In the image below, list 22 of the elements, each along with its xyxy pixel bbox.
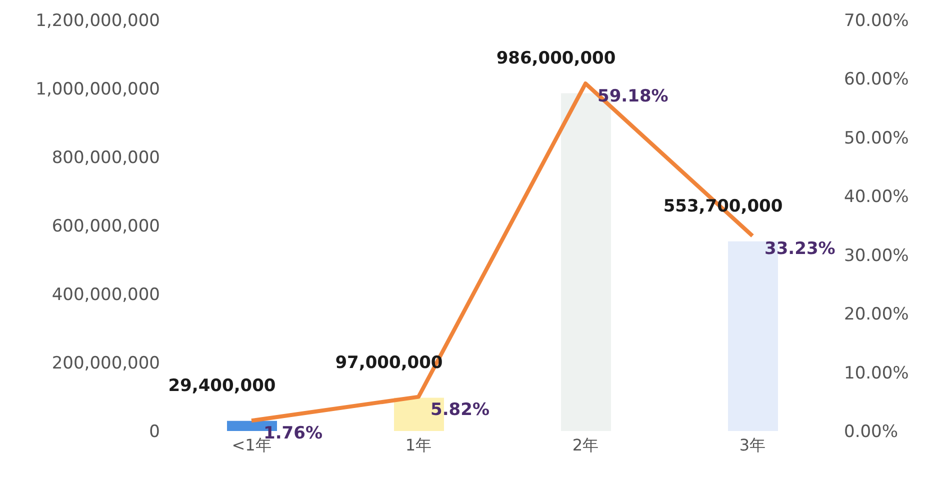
y2-tick-label: 70.00%	[844, 11, 909, 32]
data-label: 29,400,000	[168, 376, 276, 396]
x-tick-label: 1年	[405, 435, 432, 454]
y-tick-label: 1,200,000,000	[36, 11, 160, 32]
y2-tick-label: 20.00%	[844, 304, 909, 325]
y-tick-label: 0	[149, 422, 160, 442]
y-tick-label: 800,000,000	[52, 148, 160, 168]
data-label: 986,000,000	[496, 48, 616, 68]
y-tick-label: 400,000,000	[52, 285, 160, 306]
y2-tick-label: 40.00%	[844, 187, 909, 208]
data-label: 5.82%	[430, 400, 490, 420]
y2-tick-label: 0.00%	[844, 422, 898, 442]
y-tick-label: 600,000,000	[52, 216, 160, 237]
x-tick-label: 3年	[739, 435, 766, 454]
data-label: 33.23%	[764, 238, 836, 259]
y-tick-label: 1,000,000,000	[36, 80, 160, 100]
y2-tick-label: 30.00%	[844, 246, 909, 266]
x-tick-label: 2年	[572, 435, 599, 454]
y2-tick-label: 50.00%	[844, 128, 909, 148]
y-tick-label: 200,000,000	[52, 354, 160, 374]
y2-tick-label: 60.00%	[844, 70, 909, 90]
y2-tick-label: 10.00%	[844, 363, 909, 384]
